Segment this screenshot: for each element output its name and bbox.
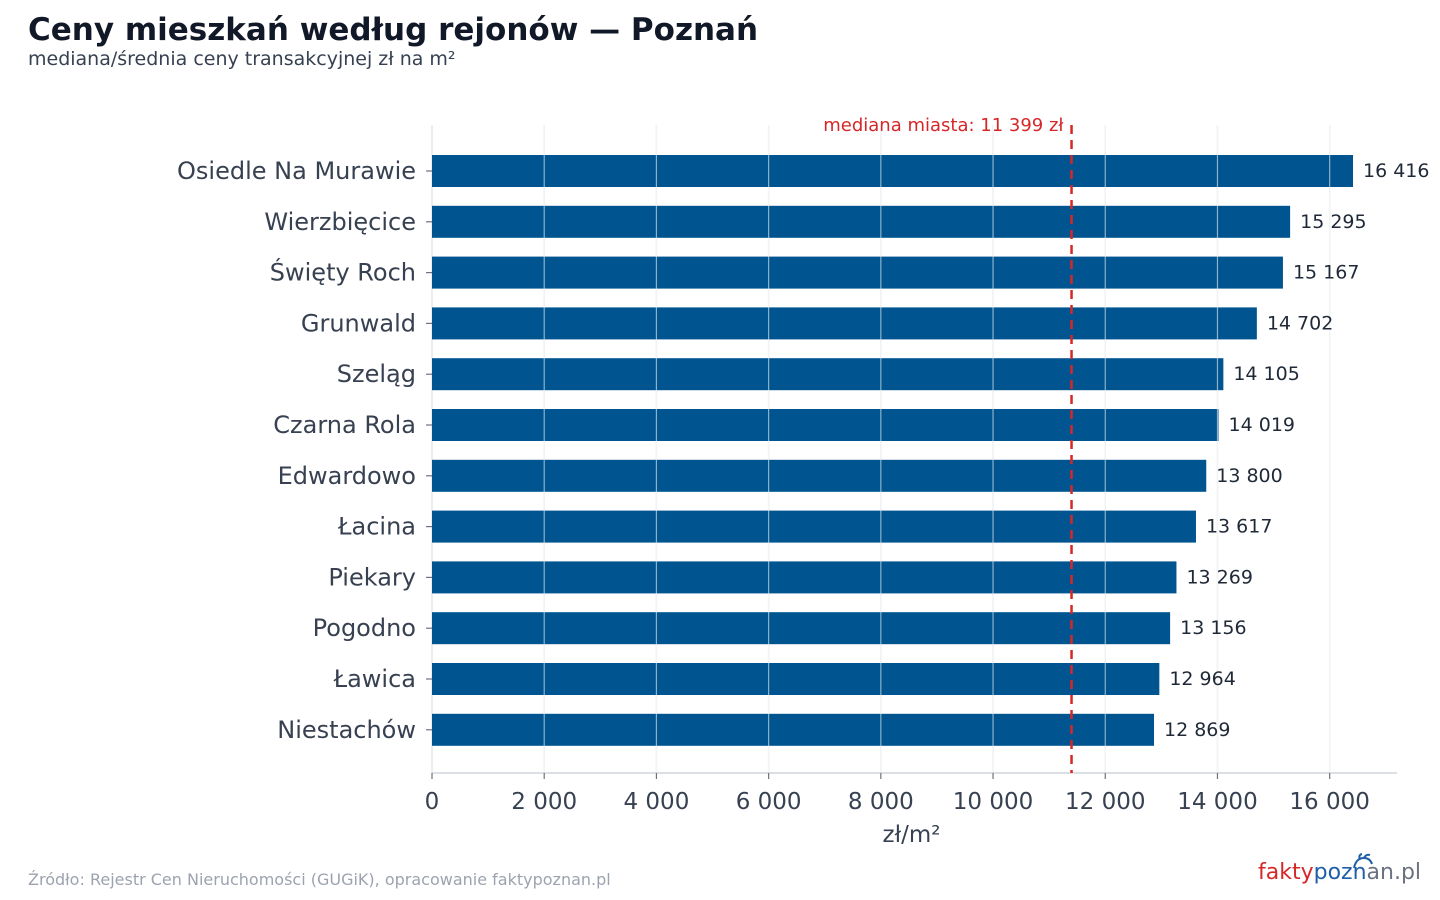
x-tick-label: 10 000: [953, 789, 1033, 815]
value-label: 13 617: [1206, 516, 1272, 538]
bar: [432, 612, 1171, 645]
category-label: Edwardowo: [278, 462, 416, 490]
bar: [432, 713, 1155, 746]
x-tick-label: 12 000: [1065, 789, 1145, 815]
value-label: 14 019: [1229, 414, 1295, 436]
bar: [432, 510, 1196, 543]
x-tick-label: 6 000: [736, 789, 802, 815]
category-label: Ławica: [333, 665, 416, 693]
category-label: Wierzbięcice: [264, 208, 416, 236]
logo: faktypoznan.pl: [1258, 860, 1421, 885]
value-label: 13 800: [1216, 465, 1282, 487]
bar: [432, 409, 1219, 441]
bar: [432, 358, 1224, 391]
category-label: Niestachów: [277, 716, 416, 744]
category-label: Szeląg: [337, 360, 416, 388]
source-note: Źródło: Rejestr Cen Nieruchomości (GUGiK…: [28, 870, 611, 889]
bar: [432, 256, 1283, 289]
x-tick-label: 16 000: [1289, 789, 1369, 815]
value-label: 13 156: [1180, 617, 1246, 639]
bar: [432, 307, 1257, 340]
value-label: 16 416: [1363, 160, 1429, 182]
logo-text-part1: fakty: [1258, 860, 1314, 885]
category-label: Czarna Rola: [273, 411, 416, 439]
median-reference-label: mediana miasta: 11 399 zł: [823, 115, 1064, 136]
value-label: 14 105: [1233, 363, 1299, 385]
category-label: Grunwald: [301, 309, 416, 337]
category-label: Piekary: [328, 563, 416, 591]
x-tick-label: 8 000: [848, 789, 914, 815]
goat-icon: [1353, 853, 1373, 869]
value-label: 15 295: [1300, 211, 1366, 233]
logo-text-part2: pozn: [1313, 860, 1367, 885]
value-label: 13 269: [1186, 566, 1252, 588]
value-label: 12 869: [1164, 719, 1230, 741]
category-label: Pogodno: [313, 614, 416, 642]
bar: [432, 459, 1207, 492]
category-label: Święty Roch: [270, 257, 416, 287]
x-tick-label: 2 000: [511, 789, 577, 815]
chart-subtitle: mediana/średnia ceny transakcyjnej zł na…: [28, 48, 456, 70]
bar: [432, 663, 1160, 695]
bar: [432, 205, 1291, 238]
category-label: Osiedle Na Murawie: [177, 157, 416, 185]
chart-title: Ceny mieszkań według rejonów — Poznań: [28, 12, 759, 48]
bar: [432, 561, 1177, 594]
x-axis-title: zł/m²: [883, 822, 941, 848]
x-tick-label: 0: [425, 789, 440, 815]
value-label: 15 167: [1293, 262, 1359, 284]
category-label: Łacina: [337, 513, 416, 541]
logo-text-part3: an.pl: [1366, 860, 1422, 885]
value-label: 14 702: [1267, 312, 1333, 334]
bar: [432, 155, 1354, 187]
x-tick-label: 4 000: [623, 789, 689, 815]
x-tick-label: 14 000: [1177, 789, 1257, 815]
value-label: 12 964: [1169, 668, 1235, 690]
